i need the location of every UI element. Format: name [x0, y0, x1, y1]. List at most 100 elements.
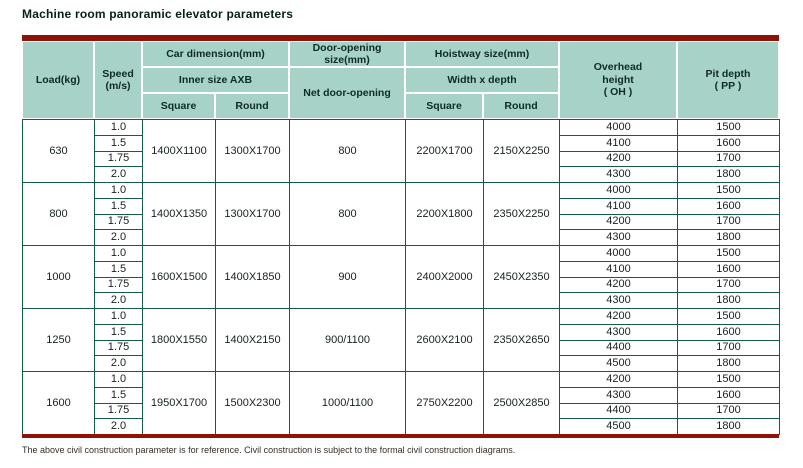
hoistway-round-cell: 2350X2650: [483, 308, 560, 372]
pit-cell: 1800: [677, 418, 780, 435]
header-inner-size: Inner size AXB: [142, 67, 289, 93]
net-door-cell: 900: [289, 245, 406, 309]
pit-cell: 1500: [677, 371, 780, 388]
pit-cell: 1600: [677, 134, 780, 152]
table-row: 1.5 4100 1600: [23, 134, 780, 152]
overhead-cell: 4300: [559, 386, 678, 404]
speed-cell: 1.75: [94, 339, 143, 357]
load-cell: 1600: [22, 371, 95, 435]
speed-cell: 1.5: [94, 323, 143, 341]
header-car-square: Square: [142, 93, 215, 119]
speed-cell: 1.5: [94, 197, 143, 215]
hoistway-square-cell: 2400X2000: [405, 245, 484, 309]
speed-cell: 1.0: [94, 245, 143, 262]
speed-cell: 2.0: [94, 229, 143, 246]
table-row: 2.0 4300 1800: [23, 166, 780, 183]
pit-cell: 1800: [677, 355, 780, 372]
table-row: 2.0 4300 1800: [23, 229, 780, 246]
pit-cell: 1800: [677, 292, 780, 309]
hoistway-square-cell: 2600X2100: [405, 308, 484, 372]
table-row: 630 1.0 1400X1100 1300X1700 800 2200X1700 2150…: [22, 119, 780, 183]
net-door-cell: 800: [289, 182, 406, 246]
overhead-cell: 4300: [559, 229, 678, 246]
table-header: Load(kg) Speed (m/s) Car dimension(mm) I…: [22, 41, 779, 119]
speed-cell: 1.75: [94, 276, 143, 294]
hoistway-square-cell: 2750X2200: [405, 371, 484, 435]
overhead-cell: 4300: [559, 323, 678, 341]
pit-cell: 1500: [677, 245, 780, 262]
overhead-cell: 4400: [559, 402, 678, 420]
pit-cell: 1700: [677, 213, 780, 231]
overhead-cell: 4100: [559, 134, 678, 152]
speed-cell: 1.0: [94, 371, 143, 388]
header-pit-line1: Pit depth: [705, 67, 751, 80]
table-row: 1.5 4300 1600: [23, 323, 780, 341]
pit-cell: 1700: [677, 402, 780, 420]
pit-cell: 1600: [677, 323, 780, 341]
speed-cell: 2.0: [94, 355, 143, 372]
footnote: The above civil construction parameter i…: [22, 445, 516, 455]
pit-cell: 1800: [677, 229, 780, 246]
speed-cell: 1.75: [94, 213, 143, 231]
speed-cell: 2.0: [94, 292, 143, 309]
header-overhead-line3: ( OH ): [603, 86, 633, 99]
table-row: 1.75 4400 1700: [23, 339, 780, 357]
header-hoistway-size: Hoistway size(mm): [405, 41, 559, 67]
overhead-cell: 4200: [559, 150, 678, 168]
header-hoistway-square: Square: [405, 93, 483, 119]
bottom-accent-bar: [22, 434, 779, 438]
load-cell: 800: [22, 182, 95, 246]
net-door-cell: 1000/1100: [289, 371, 406, 435]
speed-cell: 1.5: [94, 386, 143, 404]
header-car-round: Round: [215, 93, 289, 119]
overhead-cell: 4500: [559, 355, 678, 372]
load-cell: 1250: [22, 308, 95, 372]
hoistway-square-cell: 2200X1800: [405, 182, 484, 246]
table-row: 1.5 4100 1600: [23, 260, 780, 278]
overhead-cell: 4200: [559, 213, 678, 231]
table-row: 1.75 4400 1700: [23, 402, 780, 420]
speed-cell: 1.75: [94, 402, 143, 420]
hoistway-square-cell: 2200X1700: [405, 119, 484, 183]
car-square-cell: 1800X1550: [142, 308, 216, 372]
table-row: 800 1.0 1400X1350 1300X1700 800 2200X1800 2350…: [22, 182, 780, 246]
car-round-cell: 1300X1700: [215, 119, 290, 183]
car-square-cell: 1400X1100: [142, 119, 216, 183]
table-row: 2.0 4500 1800: [23, 418, 780, 435]
speed-cell: 1.5: [94, 134, 143, 152]
pit-cell: 1600: [677, 260, 780, 278]
hoistway-round-cell: 2450X2350: [483, 245, 560, 309]
car-round-cell: 1400X1850: [215, 245, 290, 309]
pit-cell: 1500: [677, 119, 780, 136]
pit-cell: 1800: [677, 166, 780, 183]
pit-cell: 1600: [677, 197, 780, 215]
header-width-x-depth: Width x depth: [405, 67, 559, 93]
overhead-cell: 4500: [559, 418, 678, 435]
pit-cell: 1500: [677, 182, 780, 199]
header-overhead-height: Overhead height ( OH ): [559, 41, 677, 119]
overhead-cell: 4300: [559, 292, 678, 309]
pit-cell: 1700: [677, 150, 780, 168]
speed-cell: 1.0: [94, 308, 143, 325]
page-title: Machine room panoramic elevator paramete…: [22, 7, 294, 21]
overhead-cell: 4400: [559, 339, 678, 357]
overhead-cell: 4200: [559, 371, 678, 388]
pit-cell: 1500: [677, 308, 780, 325]
car-round-cell: 1500X2300: [215, 371, 290, 435]
top-accent-bar: [22, 35, 779, 41]
header-net-door-opening: Net door-opening: [289, 67, 405, 119]
net-door-cell: 800: [289, 119, 406, 183]
header-pit-depth: Pit depth ( PP ): [677, 41, 779, 119]
pit-cell: 1700: [677, 339, 780, 357]
header-pit-line2: ( PP ): [714, 80, 742, 92]
overhead-cell: 4200: [559, 276, 678, 294]
hoistway-round-cell: 2500X2850: [483, 371, 560, 435]
overhead-cell: 4100: [559, 260, 678, 278]
car-round-cell: 1400X2150: [215, 308, 290, 372]
table-row: 1000 1.0 1600X1500 1400X1850 900 2400X2000 245…: [22, 245, 780, 309]
table-row: 1250 1.0 1800X1550 1400X2150 900/1100 2600X21…: [22, 308, 780, 372]
load-cell: 630: [22, 119, 95, 183]
speed-cell: 2.0: [94, 166, 143, 183]
header-speed: Speed (m/s): [94, 41, 142, 119]
